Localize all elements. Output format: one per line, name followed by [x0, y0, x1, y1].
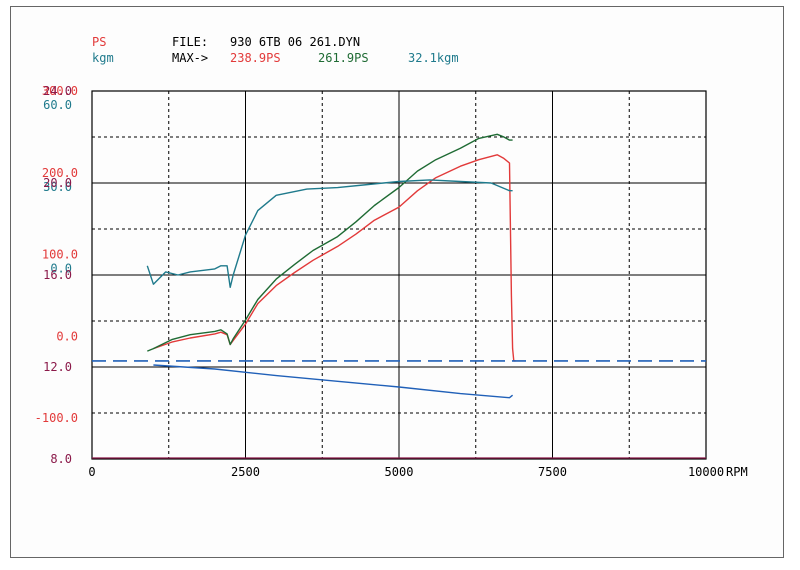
kgm-tick-label: 30.0 — [43, 180, 72, 194]
ps-tick-label: 200.0 — [42, 166, 78, 180]
x-axis-unit: RPM — [726, 465, 748, 479]
file-name: 930 6TB 06 261.DYN — [230, 35, 360, 49]
series-line-3 — [153, 364, 514, 399]
x-tick-label: 0 — [88, 465, 95, 479]
y-axis-ticks: 300.0200.0100.00.0-100.060.030.00.024.02… — [35, 84, 78, 466]
kgm-tick-label: 0.0 — [50, 262, 72, 276]
x-tick-label: 10000 — [688, 465, 724, 479]
x-axis-ticks: 0 2500 5000 7500 10000 RPM — [88, 465, 747, 479]
ps-tick-label: 300.0 — [42, 84, 78, 98]
x-tick-label: 2500 — [231, 465, 260, 479]
kgm-tick-label: 60.0 — [43, 98, 72, 112]
max-value-ps-red: 238.9PS — [230, 51, 281, 65]
series-line-2 — [146, 179, 513, 288]
series-line-1 — [147, 133, 513, 352]
third-axis-tick-label: 12.0 — [43, 360, 72, 374]
third-axis-tick-label: 24.0 — [43, 84, 72, 98]
series-group — [92, 133, 706, 459]
max-label: MAX-> — [172, 51, 208, 65]
x-tick-label: 5000 — [385, 465, 414, 479]
third-axis-tick-label: 16.0 — [43, 268, 72, 282]
chart-header: PS kgm FILE: 930 6TB 06 261.DYN MAX-> 23… — [92, 35, 459, 65]
ps-axis-label: PS — [92, 35, 106, 49]
paper-sheet — [10, 6, 784, 558]
max-value-ps-green: 261.9PS — [318, 51, 369, 65]
third-axis-tick-label: 20.0 — [43, 176, 72, 190]
third-axis-tick-label: 8.0 — [50, 452, 72, 466]
x-tick-label: 7500 — [538, 465, 567, 479]
file-label: FILE: — [172, 35, 208, 49]
ps-tick-label: -100.0 — [35, 411, 78, 425]
plot-grid — [91, 90, 707, 460]
kgm-axis-label: kgm — [92, 51, 114, 65]
series-line-0 — [153, 154, 516, 362]
ps-tick-label: 0.0 — [56, 329, 78, 343]
max-value-kgm: 32.1kgm — [408, 51, 459, 65]
ps-tick-label: 100.0 — [42, 248, 78, 262]
